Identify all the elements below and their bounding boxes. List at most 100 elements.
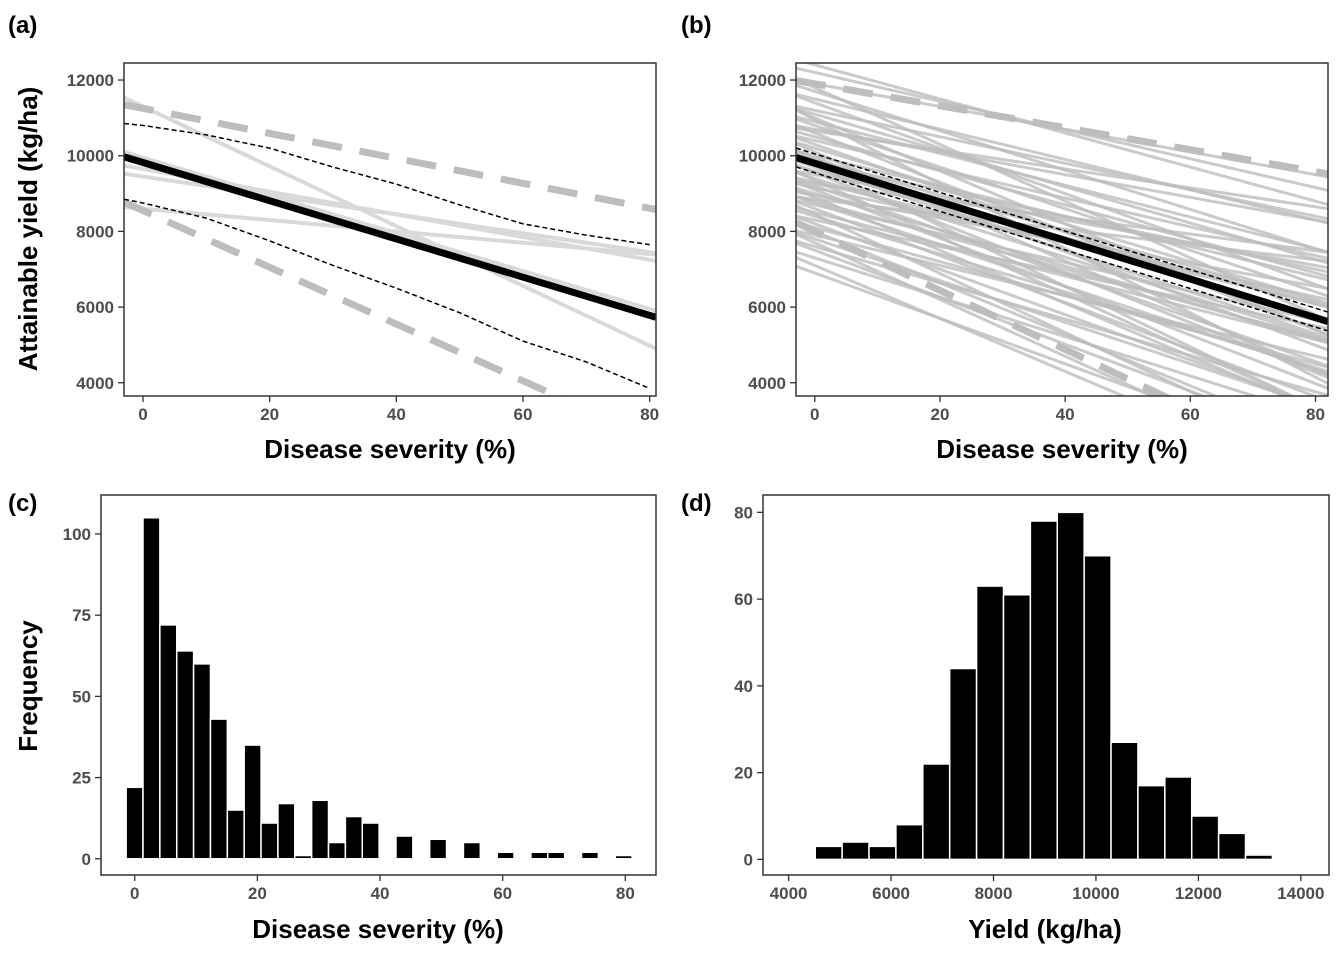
y-tick-label-d-4: 80 — [734, 503, 753, 522]
x-tick-label-a-0: 0 — [138, 405, 147, 424]
y-tick-label-a-1: 6000 — [76, 298, 114, 317]
bar-d-8 — [1029, 520, 1059, 861]
x-tick-label-d-3: 10000 — [1072, 884, 1119, 903]
panel-c-tag: (c) — [8, 490, 37, 517]
study-line-a-0 — [124, 95, 656, 351]
study-line-b-16 — [796, 141, 1328, 305]
study-line-b-58 — [796, 180, 1328, 254]
study-line-b-0 — [802, 63, 1328, 206]
x-tick-label-d-5: 14000 — [1277, 884, 1324, 903]
prediction-band-lower-b — [796, 219, 1173, 396]
confidence-band-upper-b — [796, 147, 1328, 313]
bar-c-25 — [547, 851, 566, 860]
x-tick-label-d-1: 6000 — [872, 884, 910, 903]
bar-d-7 — [1002, 594, 1032, 861]
plot-area-c: 0 20 40 60 80 0 25 50 75 100 — [63, 516, 635, 903]
study-line-b-53 — [796, 256, 1128, 396]
bar-d-12 — [1137, 784, 1166, 861]
bar-c-11 — [310, 799, 330, 860]
bar-d-9 — [1056, 511, 1085, 861]
study-line-b-10 — [796, 117, 1328, 298]
y-tick-label-d-3: 60 — [734, 590, 753, 609]
bar-d-11 — [1110, 741, 1139, 861]
x-axis-title-d: Yield (kg/ha) — [968, 914, 1122, 944]
mean-line-a — [124, 153, 656, 321]
plot-border-c — [100, 494, 657, 876]
bar-c-27 — [580, 851, 600, 860]
bar-d-1 — [841, 841, 870, 861]
bar-c-1 — [142, 516, 161, 860]
bar-c-3 — [175, 650, 195, 860]
y-tick-label-c-4: 100 — [63, 525, 91, 544]
prediction-band-lower-a — [124, 198, 566, 396]
x-tick-label-b-0: 0 — [810, 405, 819, 424]
series-group-b — [796, 63, 1328, 396]
bar-d-16 — [1244, 854, 1274, 861]
bar-d-4 — [922, 763, 951, 861]
x-axis-title-a: Disease severity (%) — [264, 434, 515, 464]
confidence-band-lower-b — [796, 166, 1328, 332]
x-tick-label-d-2: 8000 — [975, 884, 1013, 903]
prediction-band-upper-a — [124, 101, 656, 213]
y-tick-label-b-1: 6000 — [748, 298, 786, 317]
study-line-b-56 — [796, 77, 1328, 322]
x-tick-label-a-1: 20 — [260, 405, 279, 424]
bar-c-9 — [277, 802, 296, 860]
study-line-b-52 — [796, 250, 1260, 396]
x-tick-label-b-2: 40 — [1056, 405, 1075, 424]
x-tick-label-b-1: 20 — [930, 405, 949, 424]
bar-c-14 — [361, 822, 380, 860]
panel-c: (c) 0 20 40 60 80 0 25 50 75 100 Disease severity… — [8, 490, 657, 944]
study-line-b-55 — [796, 126, 1328, 211]
x-tick-label-b-3: 60 — [1181, 405, 1200, 424]
y-tick-label-d-2: 40 — [734, 677, 753, 696]
plot-area-d: 4000 6000 8000 10000 12000 14000 0 20 40 60 80 — [734, 503, 1324, 903]
bar-d-0 — [814, 845, 843, 861]
study-line-a-4 — [124, 150, 656, 313]
x-axis-title-c: Disease severity (%) — [252, 914, 503, 944]
plot-border-a — [123, 62, 657, 397]
confidence-band-upper-a — [124, 122, 650, 246]
study-line-b-46 — [796, 222, 1220, 396]
bar-c-18 — [428, 838, 448, 860]
y-tick-label-a-4: 12000 — [67, 71, 114, 90]
y-tick-label-a-0: 4000 — [76, 374, 114, 393]
panel-a-tag: (a) — [8, 12, 37, 39]
y-tick-label-d-1: 20 — [734, 764, 753, 783]
bar-d-2 — [868, 845, 897, 861]
study-line-b-6 — [796, 104, 1328, 221]
x-tick-label-d-4: 12000 — [1175, 884, 1222, 903]
study-line-b-44 — [796, 215, 1294, 396]
y-tick-label-c-0: 0 — [82, 850, 91, 869]
study-line-b-43 — [796, 214, 1328, 331]
panel-b-tag: (b) — [681, 12, 712, 39]
study-line-b-59 — [796, 195, 1328, 263]
x-tick-label-c-1: 20 — [248, 884, 267, 903]
x-tick-label-c-2: 40 — [371, 884, 390, 903]
bar-c-2 — [159, 624, 178, 860]
x-tick-label-a-4: 80 — [640, 405, 659, 424]
bar-c-20 — [462, 841, 482, 860]
x-tick-label-c-3: 60 — [493, 884, 512, 903]
panel-d: (d) 4000 6000 8000 10000 12000 14000 0 20 40 60 80… — [681, 490, 1330, 944]
plot-border-d — [762, 494, 1330, 876]
bar-c-5 — [209, 718, 229, 860]
x-axis-title-b: Disease severity (%) — [936, 434, 1187, 464]
plot-area-b: 0 20 40 60 80 4000 6000 8000 10000 12000 — [739, 63, 1328, 424]
bar-d-13 — [1164, 776, 1193, 861]
panel-a: (a) 0 20 40 60 80 4000 6000 8000 10000 12000 Dise… — [8, 12, 659, 464]
bar-c-13 — [344, 815, 363, 860]
bar-c-4 — [192, 663, 212, 860]
plot-border-b — [795, 62, 1329, 397]
y-tick-label-c-1: 25 — [72, 769, 91, 788]
bar-c-0 — [125, 786, 144, 860]
study-line-b-54 — [796, 264, 1159, 396]
y-tick-label-c-2: 50 — [72, 687, 91, 706]
bar-c-16 — [395, 835, 414, 860]
y-tick-label-c-3: 75 — [72, 606, 91, 625]
study-line-b-38 — [796, 199, 1328, 325]
study-line-b-51 — [796, 241, 1208, 396]
x-tick-label-c-0: 0 — [130, 884, 139, 903]
study-line-b-40 — [796, 206, 1328, 345]
x-tick-label-a-3: 60 — [514, 405, 533, 424]
